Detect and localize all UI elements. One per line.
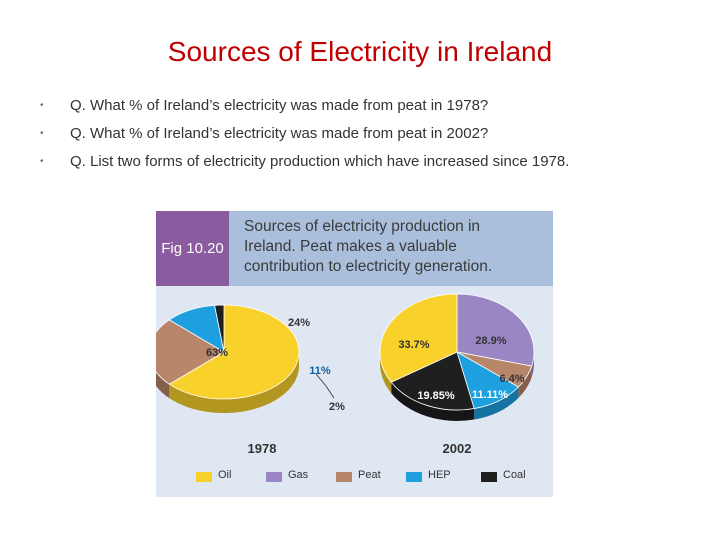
pie-value-label: 19.85% bbox=[417, 390, 455, 402]
pie-side-group bbox=[156, 352, 299, 413]
pie-leader-line bbox=[315, 373, 335, 399]
legend-swatch bbox=[481, 472, 497, 482]
question-item: • Q. List two forms of electricity produ… bbox=[40, 148, 700, 176]
question-text: Q. What % of Ireland’s electricity was m… bbox=[70, 97, 489, 114]
question-text: Q. What % of Ireland’s electricity was m… bbox=[70, 125, 489, 142]
pie-side-oil bbox=[169, 352, 299, 413]
pie-slice-oil bbox=[379, 293, 458, 383]
question-item: • Q. What % of Ireland’s electricity was… bbox=[40, 120, 700, 148]
pie-value-label: 11% bbox=[309, 365, 331, 377]
legend-swatch bbox=[406, 472, 422, 482]
bullet-icon: • bbox=[40, 156, 44, 167]
legend-label: Gas bbox=[288, 469, 309, 481]
pie-side-oil bbox=[380, 352, 392, 394]
figure-label: Fig 10.20 bbox=[156, 211, 229, 286]
legend-swatch bbox=[336, 472, 352, 482]
pie-chart-1978: 63% 24% 11% 2% 1978 bbox=[156, 304, 345, 456]
pie-year-label: 1978 bbox=[248, 441, 277, 456]
pie-value-label: 11.11% bbox=[472, 389, 508, 401]
pie-side-hep bbox=[474, 387, 519, 420]
figure-caption-line: Ireland. Peat makes a valuable bbox=[244, 238, 457, 255]
figure-panel: Fig 10.20 Sources of electricity product… bbox=[156, 211, 553, 497]
bullet-icon: • bbox=[40, 128, 44, 139]
legend-swatch bbox=[196, 472, 212, 482]
legend-label: Oil bbox=[218, 469, 232, 481]
pie-side-coal bbox=[391, 382, 475, 421]
pie-value-label: 24% bbox=[288, 317, 310, 329]
legend-label: Coal bbox=[503, 469, 526, 481]
question-text: Q. List two forms of electricity product… bbox=[70, 153, 570, 170]
figure-header: Fig 10.20 Sources of electricity product… bbox=[156, 211, 553, 286]
question-item: • Q. What % of Ireland’s electricity was… bbox=[40, 92, 700, 120]
pie-slice-coal bbox=[214, 304, 225, 353]
pie-value-label: 63% bbox=[206, 347, 228, 359]
pie-slice-gas bbox=[456, 293, 535, 367]
slide-title: Sources of Electricity in Ireland bbox=[167, 36, 553, 67]
pie-value-label: 33.7% bbox=[398, 339, 429, 351]
pie-value-label: 6.4% bbox=[499, 373, 524, 385]
pie-slice-oil bbox=[168, 304, 300, 400]
pie-side-gas bbox=[531, 352, 534, 378]
pie-value-label: 2% bbox=[329, 401, 345, 413]
pie-slice-coal bbox=[390, 351, 475, 411]
pie-slice-peat bbox=[156, 319, 225, 385]
bullet-icon: • bbox=[40, 100, 44, 111]
legend-label: Peat bbox=[358, 469, 381, 481]
pie-chart-2002: 28.9% 6.4% 11.11% 19.85% 33.7% 2002 bbox=[379, 293, 535, 456]
figure-caption: Sources of electricity production in Ire… bbox=[244, 217, 544, 277]
pie-year-label: 2002 bbox=[443, 441, 472, 456]
legend-swatch bbox=[266, 472, 282, 482]
pie-value-label: 28.9% bbox=[475, 335, 506, 347]
question-list: • Q. What % of Ireland’s electricity was… bbox=[40, 92, 700, 176]
pie-side-peat bbox=[156, 371, 170, 399]
pie-charts: 63% 24% 11% 2% 1978 28.9% 6.4% 11.11% 19.85% 33.7… bbox=[156, 293, 535, 456]
figure-caption-line: Sources of electricity production in bbox=[244, 218, 481, 235]
figure-caption-line: contribution to electricity generation. bbox=[244, 258, 493, 275]
legend-label: HEP bbox=[428, 469, 451, 481]
